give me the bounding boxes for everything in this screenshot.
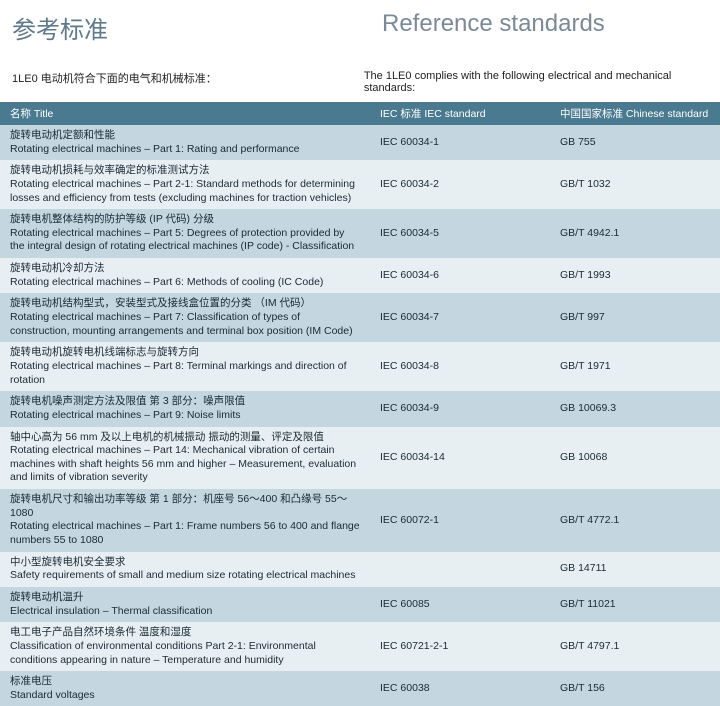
- cell-iec: IEC 60034-7: [370, 293, 550, 342]
- cell-cn-std: GB 755: [550, 125, 720, 160]
- cell-title: 旋转电动机结构型式，安装型式及接线盒位置的分类 （IM 代码）Rotating …: [0, 293, 370, 342]
- cell-cn-std: GB/T 1032: [550, 160, 720, 209]
- cell-title: 标准电压Standard voltages: [0, 671, 370, 706]
- cell-title: 电工电子产品自然环境条件 温度和湿度Classification of envi…: [0, 622, 370, 671]
- cell-title: 旋转电机尺寸和输出功率等级 第 1 部分：机座号 56～400 和凸缘号 55～…: [0, 489, 370, 552]
- cell-iec: IEC 60034-6: [370, 258, 550, 293]
- cell-iec: IEC 60072-1: [370, 489, 550, 552]
- cell-title: 旋转电机噪声测定方法及限值 第 3 部分：噪声限值Rotating electr…: [0, 391, 370, 426]
- cell-cn-std: GB/T 997: [550, 293, 720, 342]
- heading-cn: 参考标准: [12, 10, 382, 45]
- cell-title: 轴中心高为 56 mm 及以上电机的机械振动 振动的测量、评定及限值Rotati…: [0, 427, 370, 490]
- cell-title: 旋转电机整体结构的防护等级 (IP 代码) 分级Rotating electri…: [0, 209, 370, 258]
- cell-cn-std: GB/T 11021: [550, 587, 720, 622]
- cell-iec: IEC 60034-14: [370, 427, 550, 490]
- table-row: 旋转电动机损耗与效率确定的标准测试方法Rotating electrical m…: [0, 160, 720, 209]
- col-cn-std: 中国国家标准 Chinese standard: [550, 102, 720, 125]
- cell-title: 旋转电动机温升Electrical insulation – Thermal c…: [0, 587, 370, 622]
- table-row: 轴中心高为 56 mm 及以上电机的机械振动 振动的测量、评定及限值Rotati…: [0, 427, 720, 490]
- cell-iec: IEC 60034-5: [370, 209, 550, 258]
- table-row: 旋转电机整体结构的防护等级 (IP 代码) 分级Rotating electri…: [0, 209, 720, 258]
- cell-iec: IEC 60034-8: [370, 342, 550, 391]
- table-row: 旋转电动机温升Electrical insulation – Thermal c…: [0, 587, 720, 622]
- cell-iec: IEC 60085: [370, 587, 550, 622]
- cell-title: 旋转电动机定额和性能Rotating electrical machines –…: [0, 125, 370, 160]
- cell-cn-std: GB 14711: [550, 552, 720, 587]
- table-row: 旋转电动机冷却方法Rotating electrical machines – …: [0, 258, 720, 293]
- table-row: 电工电子产品自然环境条件 温度和湿度Classification of envi…: [0, 622, 720, 671]
- table-row: 旋转电机噪声测定方法及限值 第 3 部分：噪声限值Rotating electr…: [0, 391, 720, 426]
- cell-cn-std: GB/T 1971: [550, 342, 720, 391]
- table-row: 标准电压Standard voltagesIEC 60038GB/T 156: [0, 671, 720, 706]
- cell-title: 中小型旋转电机安全要求Safety requirements of small …: [0, 552, 370, 587]
- heading-en: Reference standards: [382, 10, 605, 45]
- cell-title: 旋转电动机冷却方法Rotating electrical machines – …: [0, 258, 370, 293]
- col-title: 名称 Title: [0, 102, 370, 125]
- cell-cn-std: GB/T 156: [550, 671, 720, 706]
- subtitle-en: The 1LE0 complies with the following ele…: [364, 70, 708, 94]
- cell-cn-std: GB/T 4772.1: [550, 489, 720, 552]
- cell-iec: [370, 552, 550, 587]
- table-row: 中小型旋转电机安全要求Safety requirements of small …: [0, 552, 720, 587]
- cell-iec: IEC 60034-2: [370, 160, 550, 209]
- table-row: 旋转电动机旋转电机线端标志与旋转方向Rotating electrical ma…: [0, 342, 720, 391]
- subtitle-cn: 1LE0 电动机符合下面的电气和机械标准：: [12, 70, 364, 94]
- cell-cn-std: GB 10069.3: [550, 391, 720, 426]
- cell-cn-std: GB 10068: [550, 427, 720, 490]
- cell-iec: IEC 60034-1: [370, 125, 550, 160]
- cell-iec: IEC 60038: [370, 671, 550, 706]
- cell-cn-std: GB/T 1993: [550, 258, 720, 293]
- cell-iec: IEC 60721-2-1: [370, 622, 550, 671]
- cell-title: 旋转电动机旋转电机线端标志与旋转方向Rotating electrical ma…: [0, 342, 370, 391]
- cell-title: 旋转电动机损耗与效率确定的标准测试方法Rotating electrical m…: [0, 160, 370, 209]
- cell-iec: IEC 60034-9: [370, 391, 550, 426]
- cell-cn-std: GB/T 4942.1: [550, 209, 720, 258]
- table-row: 旋转电动机定额和性能Rotating electrical machines –…: [0, 125, 720, 160]
- table-row: 旋转电机尺寸和输出功率等级 第 1 部分：机座号 56～400 和凸缘号 55～…: [0, 489, 720, 552]
- table-row: 旋转电动机结构型式，安装型式及接线盒位置的分类 （IM 代码）Rotating …: [0, 293, 720, 342]
- standards-table: 名称 Title IEC 标准 IEC standard 中国国家标准 Chin…: [0, 102, 720, 706]
- cell-cn-std: GB/T 4797.1: [550, 622, 720, 671]
- col-iec: IEC 标准 IEC standard: [370, 102, 550, 125]
